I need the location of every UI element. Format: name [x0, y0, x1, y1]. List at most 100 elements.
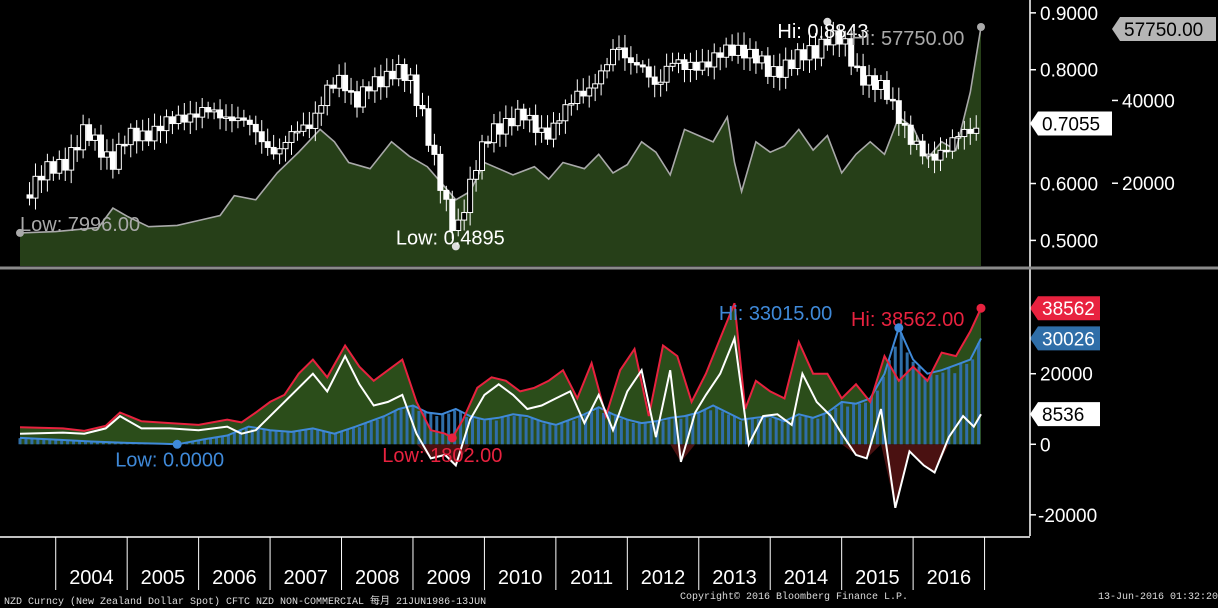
short-bar: [661, 421, 665, 445]
candle-body: [872, 75, 879, 90]
short-bar: [262, 429, 266, 445]
candle-body: [615, 47, 622, 50]
short-bar: [893, 346, 897, 445]
candle-body: [675, 59, 682, 64]
short-bar: [48, 439, 52, 445]
candle-body: [610, 48, 617, 66]
candle-body: [574, 90, 581, 105]
candle-body: [949, 137, 956, 152]
candle-body: [961, 128, 968, 138]
short-bar: [727, 414, 731, 445]
candle-body: [395, 64, 402, 80]
candle-body: [157, 125, 164, 132]
short-bar: [607, 412, 611, 445]
candle-body: [401, 64, 408, 81]
short-bar: [292, 431, 296, 445]
candle-body: [800, 49, 807, 61]
short-bar: [619, 418, 623, 445]
short-bar: [738, 421, 742, 445]
short-bar: [101, 441, 105, 445]
candle-body: [973, 127, 980, 134]
short-bar: [917, 366, 921, 445]
short-bar: [24, 438, 28, 445]
short-bar: [977, 343, 981, 445]
short-bar: [524, 418, 528, 445]
candle-body: [199, 107, 206, 118]
short-bar: [536, 420, 540, 445]
candle-body: [330, 84, 337, 89]
candle-body: [294, 130, 301, 134]
candle-body: [621, 47, 628, 59]
candle-body: [907, 124, 914, 145]
candle-body: [38, 175, 45, 181]
last-volume-tag: [1112, 16, 1216, 41]
short-bar: [578, 416, 582, 445]
short-bar: [685, 415, 689, 445]
short-bar: [613, 416, 617, 445]
short-bar: [596, 408, 600, 445]
candle-body: [502, 117, 509, 135]
short-bar: [78, 440, 82, 445]
short-bar: [691, 415, 695, 445]
volume-hi-marker: [976, 22, 985, 31]
candle-body: [62, 158, 69, 171]
short-bar: [679, 418, 683, 445]
candle-body: [699, 61, 706, 71]
candle-body: [371, 76, 378, 92]
candle-body: [604, 64, 611, 72]
short-bar: [447, 413, 451, 445]
short-bar: [197, 440, 201, 445]
candle-body: [86, 124, 93, 141]
short-bar: [232, 433, 236, 445]
short-bar: [834, 407, 838, 445]
candle-body: [306, 124, 313, 129]
candle-body: [514, 108, 521, 127]
short-bar: [209, 438, 213, 445]
candle-body: [598, 70, 605, 85]
volume-low-label: Low: 7996.00: [20, 214, 140, 236]
short-bar: [935, 374, 939, 445]
short-bar: [899, 333, 903, 445]
short-bar: [560, 423, 564, 445]
short-bar: [816, 418, 820, 445]
volume-tick-label: 20000: [1122, 174, 1175, 195]
candle-body: [866, 75, 873, 86]
short-bar: [959, 363, 963, 445]
year-label: 2011: [570, 567, 613, 589]
candle-body: [776, 66, 783, 78]
candle-body: [479, 141, 486, 171]
short-bar: [328, 433, 332, 445]
candle-body: [556, 120, 563, 124]
cftc-tick-label: 20000: [1040, 365, 1093, 386]
last-price-label: 0.7055: [1042, 114, 1100, 135]
short-bar: [750, 418, 754, 445]
candle-body: [568, 103, 575, 106]
candle-body: [913, 140, 920, 145]
short-bar: [482, 420, 486, 445]
short-bar: [846, 406, 850, 445]
candle-body: [258, 131, 265, 143]
year-label: 2004: [69, 567, 114, 589]
short-bar: [542, 423, 546, 445]
candle-body: [681, 59, 688, 70]
candle-body: [407, 74, 414, 81]
short-bar: [572, 420, 576, 445]
candle-body: [455, 219, 462, 232]
candle-body: [889, 98, 896, 102]
candle-body: [717, 52, 724, 58]
candle-body: [705, 61, 712, 68]
candle-body: [443, 189, 450, 200]
short-bar: [316, 429, 320, 445]
price-low-label: Low: 0.4895: [396, 227, 505, 249]
last-net-tag-label: 8536: [1042, 405, 1084, 426]
short-low-label: Low: 0.0000: [115, 449, 224, 471]
short-bar: [756, 419, 760, 445]
short-bar: [548, 423, 552, 445]
short-bar: [423, 412, 427, 445]
short-bar: [673, 417, 677, 445]
short-bar: [304, 429, 308, 445]
short-bar: [298, 431, 302, 445]
short-bar: [768, 418, 772, 445]
short-bar: [226, 434, 230, 445]
volume-area: [20, 27, 981, 266]
